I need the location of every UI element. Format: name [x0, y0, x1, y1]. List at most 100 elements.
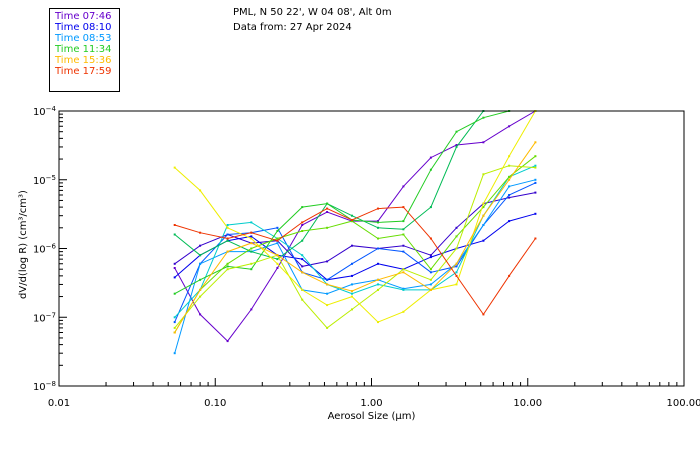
data-point [455, 265, 458, 268]
legend-entry: Time 15:36 [55, 55, 112, 66]
data-point [250, 268, 253, 271]
y-tick-label: 10−6 [33, 243, 57, 256]
data-point [326, 278, 329, 281]
data-point [226, 226, 229, 229]
x-tick-label: 0.10 [204, 398, 226, 409]
data-point [429, 271, 432, 274]
data-point [377, 321, 379, 324]
data-point [301, 265, 304, 268]
plot-series-group [173, 110, 537, 355]
data-point [482, 239, 485, 242]
data-point [173, 292, 176, 295]
series [173, 110, 537, 295]
data-point [301, 239, 304, 242]
data-point [429, 256, 432, 259]
data-point [173, 233, 176, 236]
data-point [276, 254, 279, 257]
data-point [534, 166, 537, 169]
data-point [377, 207, 379, 210]
data-point [455, 271, 458, 274]
data-point [276, 258, 279, 261]
data-point [326, 207, 329, 210]
data-point [351, 214, 353, 217]
data-point [402, 220, 405, 223]
data-point [402, 206, 405, 209]
data-point [534, 178, 537, 181]
series [173, 155, 537, 334]
data-point [508, 164, 511, 167]
data-point [250, 221, 253, 224]
data-point [429, 168, 432, 171]
data-point [326, 292, 329, 295]
data-point [301, 224, 304, 226]
data-point [508, 220, 511, 223]
data-point [173, 326, 176, 329]
data-point [199, 278, 202, 281]
data-point [199, 295, 202, 298]
data-point [199, 231, 202, 234]
data-point [301, 288, 304, 291]
data-point [534, 237, 537, 240]
data-point [199, 254, 202, 257]
data-point [326, 283, 329, 286]
data-point [173, 321, 176, 324]
data-point [250, 308, 253, 311]
data-point [276, 230, 279, 232]
data-point [173, 267, 176, 269]
data-point [199, 189, 202, 192]
data-point [351, 290, 353, 293]
x-tick-label: 100.00 [667, 398, 700, 409]
data-point [429, 268, 432, 271]
data-point [173, 316, 176, 319]
data-point [276, 262, 279, 265]
station-location: PML, N 50 22', W 04 08', Alt 0m [233, 7, 392, 18]
data-point [402, 250, 405, 253]
data-point [482, 214, 485, 217]
data-point [326, 304, 329, 307]
series [173, 164, 537, 329]
data-point [250, 231, 253, 234]
series-line [174, 165, 536, 329]
data-point [429, 278, 432, 281]
data-point [482, 206, 485, 209]
data-point [173, 224, 176, 226]
y-tick-label: 10−8 [33, 380, 56, 393]
data-point [455, 262, 458, 265]
plot-frame [58, 110, 685, 387]
data-point [226, 250, 229, 253]
data-point [301, 258, 304, 261]
data-point [402, 287, 405, 290]
data-point [508, 274, 511, 277]
data-point [226, 268, 229, 271]
data-point [351, 292, 353, 295]
y-axis-label: dV/d(log R) (cm³/cm³) [18, 190, 29, 299]
data-point [429, 283, 432, 286]
data-point [250, 262, 253, 265]
data-point [199, 244, 202, 247]
data-point [455, 144, 458, 146]
data-point [377, 278, 379, 281]
data-point [276, 239, 279, 242]
data-point [429, 254, 432, 257]
y-tick-label: 10−4 [33, 105, 57, 118]
data-point [402, 228, 405, 231]
data-point [351, 295, 353, 298]
data-point [482, 313, 485, 316]
data-point [250, 250, 253, 253]
x-axis-label: Aerosol Size (μm) [328, 411, 416, 422]
data-point [199, 288, 202, 291]
data-point [351, 308, 353, 311]
data-point [455, 274, 458, 277]
data-point [351, 274, 353, 277]
data-point [377, 247, 379, 250]
data-point [508, 194, 511, 196]
data-point [326, 226, 329, 229]
data-point [301, 271, 304, 274]
data-point [173, 352, 176, 355]
data-point [301, 254, 304, 257]
data-point [429, 288, 432, 291]
series-line [174, 110, 536, 295]
data-point [301, 221, 304, 224]
data-point [301, 298, 304, 301]
